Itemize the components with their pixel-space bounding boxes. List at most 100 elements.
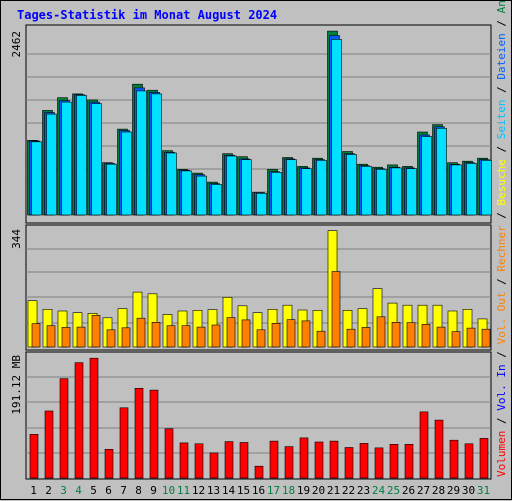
legend-separator: / <box>495 205 508 225</box>
bar-volumen-day-12 <box>194 443 204 479</box>
legend-item-dateien: Dateien <box>495 33 508 79</box>
bar-seiten-day-15 <box>241 159 252 216</box>
bar-rechner-day-30 <box>466 327 476 348</box>
bar-rechner-day-14 <box>226 317 236 348</box>
bar-seiten-day-1 <box>31 141 42 216</box>
bar-seiten-day-2 <box>46 113 57 216</box>
legend-item-rechner: Rechner <box>495 225 508 272</box>
bar-rechner-day-21 <box>331 271 341 348</box>
x-tick-label-day-25: 25 <box>387 484 400 497</box>
x-tick-label-day-26: 26 <box>402 484 415 497</box>
bar-rechner-day-16 <box>256 329 266 348</box>
legend-item-seiten: Seiten <box>495 99 508 139</box>
right-legend: Volumen / Vol. In / Vol. Out / Rechner /… <box>495 1 508 477</box>
chart-title: Tages-Statistik im Monat August 2024 <box>17 8 278 22</box>
x-tick-label-day-21: 21 <box>327 484 340 497</box>
bar-seiten-day-18 <box>286 159 297 216</box>
bar-seiten-day-8 <box>136 90 147 216</box>
legend-separator: / <box>495 80 508 100</box>
bar-rechner-day-29 <box>451 331 461 348</box>
bar-seiten-day-13 <box>211 184 222 216</box>
bar-volumen-day-29 <box>449 439 459 479</box>
bar-seiten-day-17 <box>271 172 282 216</box>
bar-seiten-day-3 <box>61 101 72 216</box>
y-max-label-volume: 191.12 MB <box>10 355 23 415</box>
bar-rechner-day-7 <box>121 327 131 348</box>
bar-rechner-day-13 <box>211 324 221 348</box>
bar-volumen-day-7 <box>119 407 129 479</box>
bar-rechner-day-6 <box>106 329 116 348</box>
x-tick-label-day-12: 12 <box>192 484 205 497</box>
bar-rechner-day-27 <box>421 324 431 348</box>
bar-rechner-day-22 <box>346 328 356 348</box>
bar-seiten-day-11 <box>181 170 192 216</box>
bar-seiten-day-16 <box>256 193 267 216</box>
bar-volumen-day-27 <box>419 411 429 479</box>
x-tick-label-day-11: 11 <box>177 484 190 497</box>
y-max-label-hits: 2462 <box>10 31 23 58</box>
bar-rechner-day-9 <box>151 321 161 348</box>
bar-seiten-day-19 <box>301 168 312 216</box>
x-tick-label-day-8: 8 <box>135 484 142 497</box>
legend-separator: / <box>495 139 508 159</box>
bar-rechner-day-2 <box>46 325 56 348</box>
bar-seiten-day-29 <box>451 164 462 216</box>
x-tick-label-day-5: 5 <box>90 484 97 497</box>
bar-rechner-day-4 <box>76 326 86 348</box>
x-tick-label-day-14: 14 <box>222 484 236 497</box>
bar-rechner-day-19 <box>301 320 311 348</box>
bar-rechner-day-17 <box>271 322 281 348</box>
bar-volumen-day-21 <box>329 440 339 479</box>
x-tick-label-day-19: 19 <box>297 484 310 497</box>
x-tick-label-day-17: 17 <box>267 484 280 497</box>
bar-seiten-day-7 <box>121 131 132 216</box>
x-tick-label-day-2: 2 <box>45 484 52 497</box>
bar-volumen-day-23 <box>359 443 369 479</box>
legend-item-besuche: Besuche <box>495 159 508 205</box>
bar-volumen-day-15 <box>239 442 249 479</box>
bar-seiten-day-24 <box>376 169 387 216</box>
legend-item-vol-out: Vol. Out <box>495 292 508 345</box>
x-tick-label-day-10: 10 <box>162 484 175 497</box>
bar-rechner-day-10 <box>166 325 176 348</box>
bar-seiten-day-25 <box>391 167 402 216</box>
bar-volumen-day-31 <box>479 438 489 479</box>
bar-volumen-day-6 <box>104 448 114 479</box>
bar-volumen-day-24 <box>374 447 384 479</box>
bar-rechner-day-18 <box>286 319 296 348</box>
bar-volumen-day-2 <box>44 410 54 479</box>
x-tick-label-day-18: 18 <box>282 484 295 497</box>
bar-rechner-day-12 <box>196 326 206 348</box>
bar-volumen-day-9 <box>149 389 159 479</box>
bar-rechner-day-31 <box>481 328 491 348</box>
bar-rechner-day-11 <box>181 325 191 348</box>
bar-rechner-day-3 <box>61 327 71 348</box>
bar-volumen-day-11 <box>179 442 189 479</box>
bar-rechner-day-20 <box>316 330 326 348</box>
bar-volumen-day-3 <box>59 378 69 479</box>
bar-rechner-day-26 <box>406 322 416 348</box>
bar-seiten-day-23 <box>361 166 372 216</box>
x-tick-label-day-29: 29 <box>447 484 460 497</box>
bar-volumen-day-18 <box>284 446 294 479</box>
bar-volumen-day-25 <box>389 443 399 479</box>
x-tick-label-day-3: 3 <box>60 484 67 497</box>
bar-rechner-day-25 <box>391 321 401 348</box>
bar-rechner-day-15 <box>241 319 251 348</box>
bar-seiten-day-9 <box>151 93 162 216</box>
bar-seiten-day-30 <box>466 163 477 216</box>
bar-seiten-day-10 <box>166 152 177 216</box>
x-tick-label-day-30: 30 <box>462 484 475 497</box>
y-max-label-visits: 344 <box>10 229 23 249</box>
legend-item-vol-in: Vol. In <box>495 364 508 410</box>
legend-item-anfragen: Anfragen <box>495 1 508 13</box>
bar-seiten-day-26 <box>406 168 417 216</box>
x-tick-label-day-22: 22 <box>342 484 355 497</box>
bar-volumen-day-17 <box>269 440 279 479</box>
bar-volumen-day-10 <box>164 428 174 479</box>
legend-separator: / <box>495 345 508 365</box>
bar-volumen-day-5 <box>89 357 99 479</box>
bar-rechner-day-24 <box>376 316 386 348</box>
